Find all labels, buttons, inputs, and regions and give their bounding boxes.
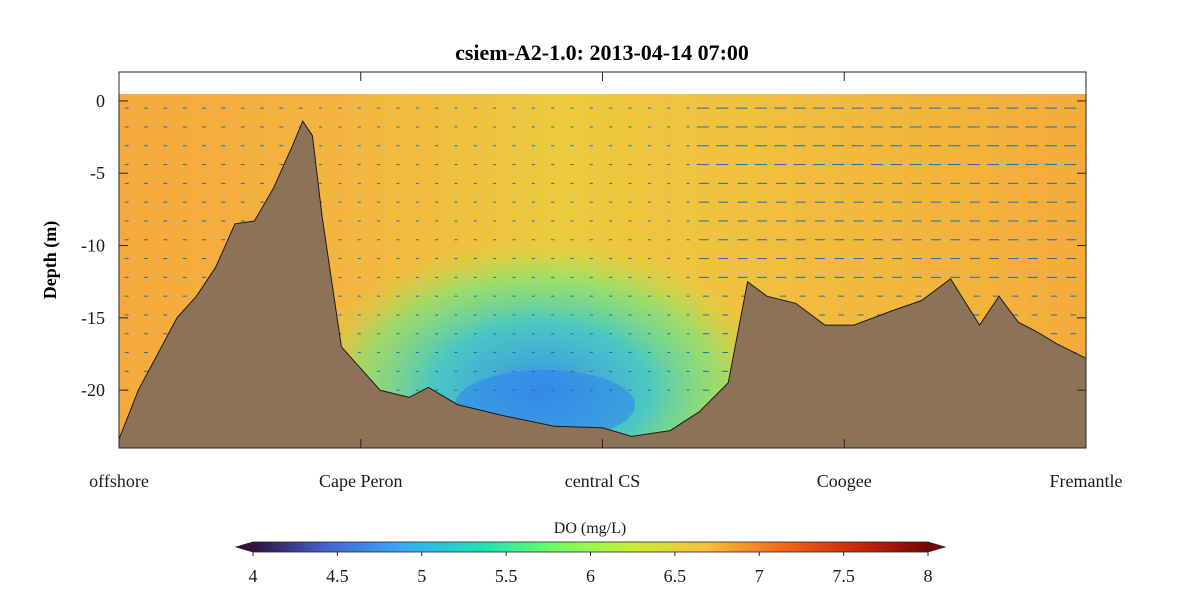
y-tick-label: -15 bbox=[81, 308, 105, 328]
y-tick-label: 0 bbox=[96, 91, 105, 111]
colorbar bbox=[234, 541, 947, 553]
bathymetry-land bbox=[119, 120, 1086, 448]
x-tick-label: offshore bbox=[89, 471, 149, 491]
colorbar-tick-label: 8 bbox=[924, 566, 933, 586]
y-tick-label: -20 bbox=[81, 380, 105, 400]
colorbar-tick-label: 5 bbox=[417, 566, 426, 586]
y-axis-label: Depth (m) bbox=[40, 221, 61, 300]
colorbar-tick-label: 7.5 bbox=[832, 566, 855, 586]
colorbar-max-extend bbox=[927, 541, 947, 553]
y-tick-label: -5 bbox=[90, 163, 105, 183]
colorbar-tick-label: 4 bbox=[249, 566, 258, 586]
colorbar-bar bbox=[252, 541, 929, 553]
colorbar-tick-label: 7 bbox=[755, 566, 764, 586]
colorbar-tick-label: 5.5 bbox=[495, 566, 518, 586]
colorbar-label: DO (mg/L) bbox=[554, 520, 626, 537]
colorbar-ticks: 4 4.5 5 5.5 6 6.5 7 7.5 8 bbox=[249, 552, 933, 586]
x-tick-label: Cape Peron bbox=[319, 471, 402, 491]
x-axis: offshore Cape Peron central CS Coogee Freman… bbox=[89, 72, 1122, 491]
colorbar-tick-label: 4.5 bbox=[326, 566, 349, 586]
x-tick-label: Coogee bbox=[817, 471, 872, 491]
y-axis: 0 -5 -10 -15 -20 bbox=[81, 91, 1086, 400]
colorbar-min-extend bbox=[234, 541, 254, 553]
colorbar-tick-label: 6 bbox=[586, 566, 595, 586]
chart-title: csiem-A2-1.0: 2013-04-14 07:00 bbox=[455, 40, 749, 65]
x-tick-label: Fremantle bbox=[1050, 471, 1123, 491]
plot-area bbox=[119, 72, 1086, 448]
colorbar-tick-label: 6.5 bbox=[664, 566, 687, 586]
x-tick-label: central CS bbox=[565, 471, 640, 491]
y-tick-label: -10 bbox=[81, 236, 105, 256]
